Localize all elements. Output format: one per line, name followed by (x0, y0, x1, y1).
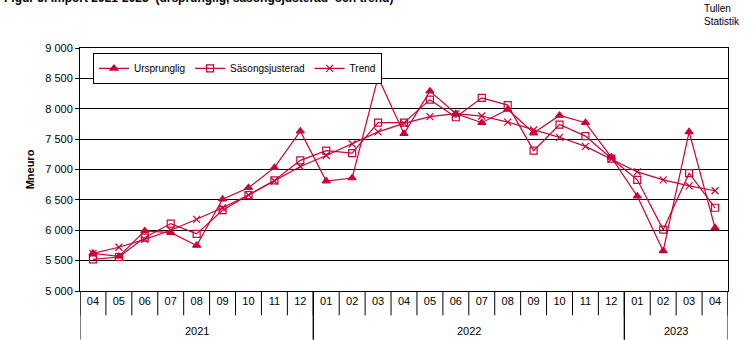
svg-text:03: 03 (372, 295, 384, 307)
svg-text:Mneuro: Mneuro (24, 149, 36, 189)
svg-text:11: 11 (580, 295, 591, 307)
svg-text:Ursprunglig: Ursprunglig (134, 63, 185, 74)
svg-text:07: 07 (165, 295, 177, 307)
svg-text:9 000: 9 000 (45, 42, 73, 54)
svg-text:10: 10 (242, 295, 254, 307)
svg-text:Figur 5. Import 2021-2023 (ur: Figur 5. Import 2021-2023 (ursprunglig, … (4, 0, 393, 5)
svg-text:Säsongsjusterad: Säsongsjusterad (230, 63, 305, 74)
svg-text:12: 12 (605, 295, 617, 307)
svg-text:03: 03 (683, 295, 695, 307)
svg-text:05: 05 (113, 295, 125, 307)
svg-text:5 000: 5 000 (45, 285, 73, 297)
svg-text:05: 05 (424, 295, 436, 307)
svg-text:2021: 2021 (185, 325, 209, 337)
svg-text:08: 08 (502, 295, 514, 307)
svg-text:8 500: 8 500 (45, 72, 73, 84)
svg-text:02: 02 (657, 295, 669, 307)
svg-text:04: 04 (398, 295, 410, 307)
svg-text:09: 09 (216, 295, 228, 307)
svg-text:2022: 2022 (457, 325, 481, 337)
svg-text:7 500: 7 500 (45, 133, 73, 145)
svg-text:04: 04 (87, 295, 99, 307)
svg-text:TullenStatistik: TullenStatistik (704, 3, 740, 27)
svg-text:2023: 2023 (664, 325, 688, 337)
svg-text:08: 08 (191, 295, 203, 307)
svg-text:6 500: 6 500 (45, 194, 73, 206)
svg-text:6 000: 6 000 (45, 224, 73, 236)
svg-text:8 000: 8 000 (45, 103, 73, 115)
svg-text:Trend: Trend (350, 63, 376, 74)
svg-text:01: 01 (631, 295, 643, 307)
svg-text:04: 04 (709, 295, 721, 307)
svg-text:5 500: 5 500 (45, 254, 73, 266)
svg-text:02: 02 (346, 295, 358, 307)
svg-text:7 000: 7 000 (45, 163, 73, 175)
svg-text:01: 01 (320, 295, 332, 307)
svg-text:11: 11 (269, 295, 280, 307)
svg-text:12: 12 (294, 295, 306, 307)
svg-text:07: 07 (476, 295, 488, 307)
svg-text:06: 06 (139, 295, 151, 307)
svg-text:09: 09 (527, 295, 539, 307)
svg-text:06: 06 (450, 295, 462, 307)
svg-text:10: 10 (553, 295, 565, 307)
